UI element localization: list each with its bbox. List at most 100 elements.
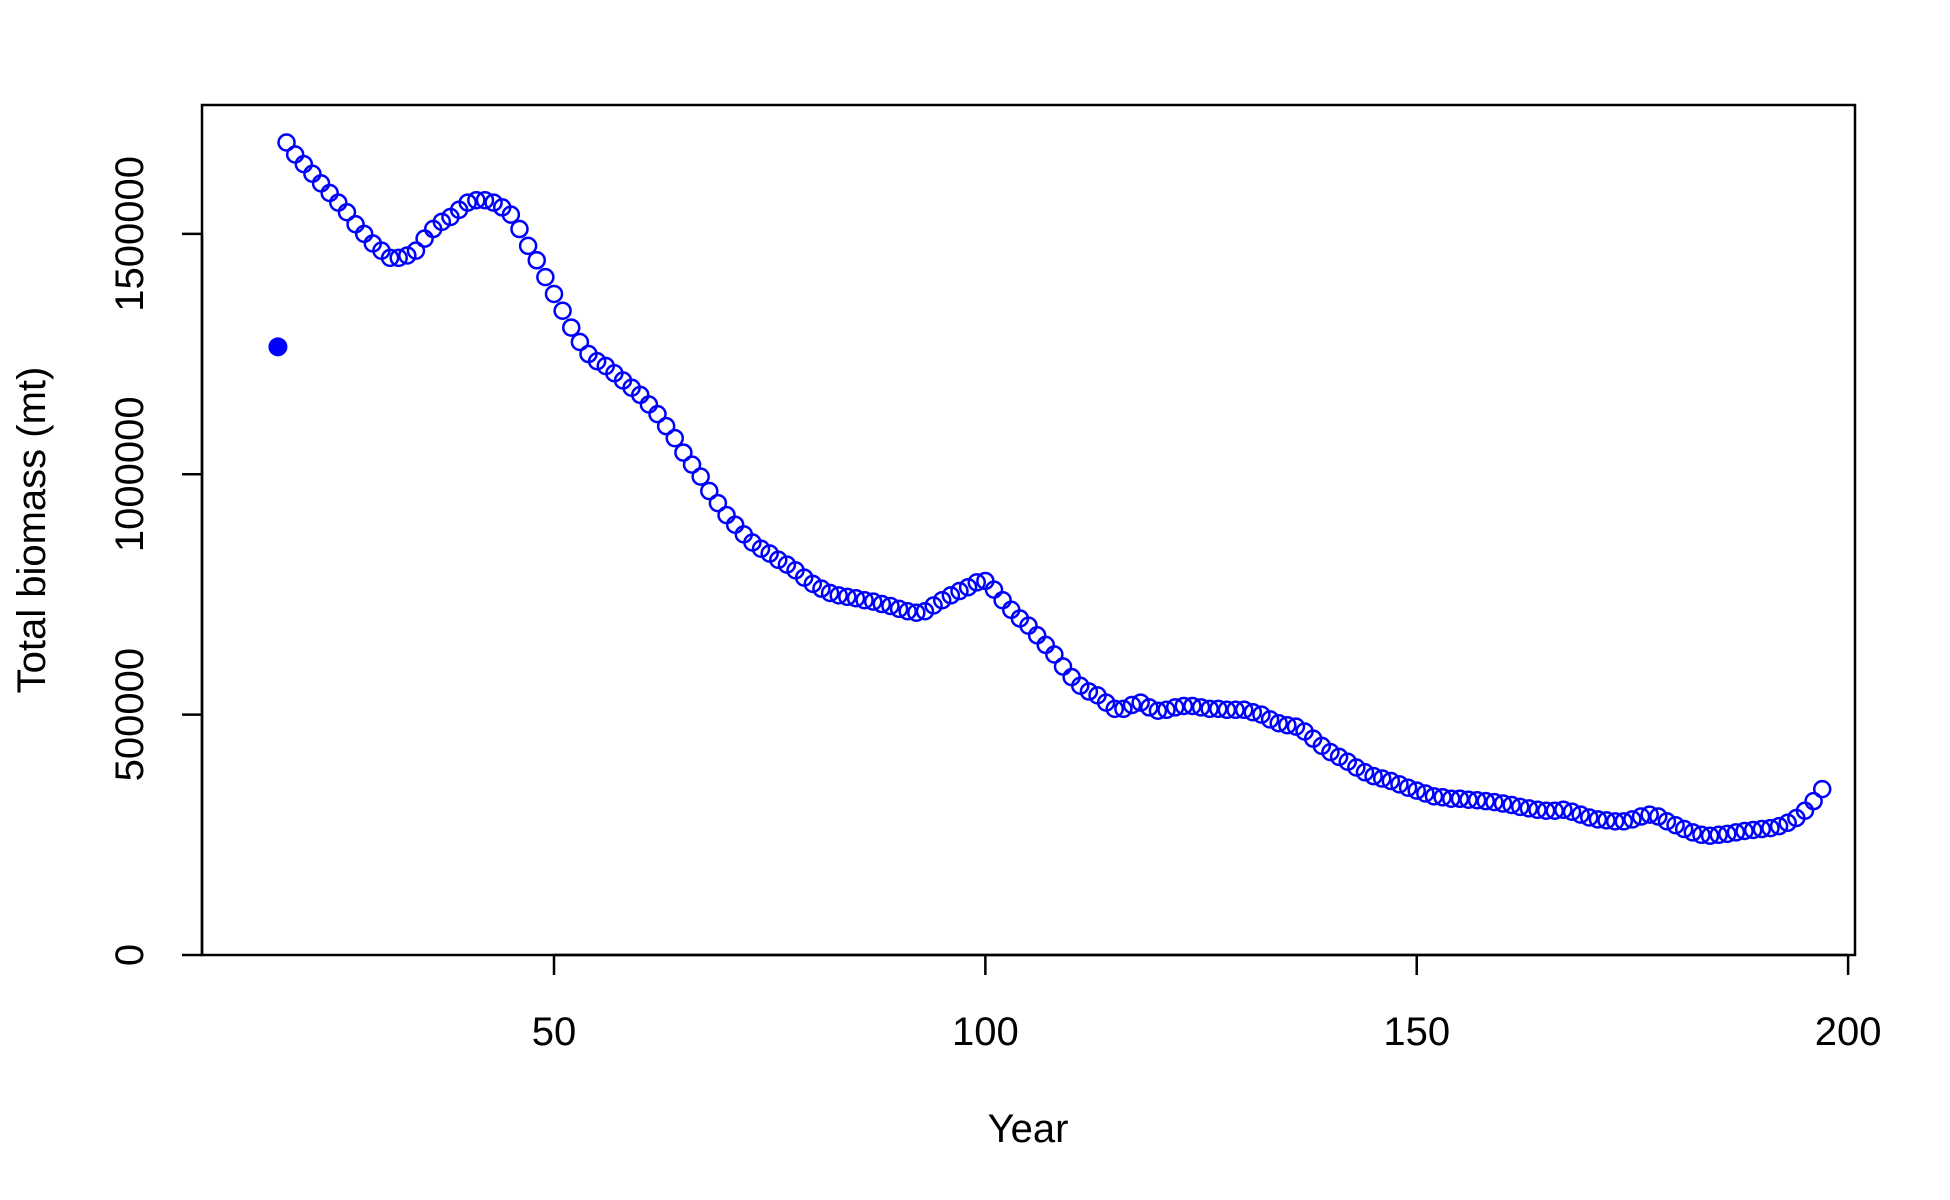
data-point: [1674, 819, 1694, 839]
data-point: [872, 594, 892, 614]
data-point: [1053, 657, 1073, 676]
data-point: [1209, 699, 1228, 719]
data-point: [329, 193, 348, 212]
data-point: [1511, 797, 1530, 817]
data-point: [1027, 626, 1047, 645]
data-point: [1450, 789, 1470, 808]
data-point: [838, 587, 857, 607]
data-point: [346, 214, 365, 234]
data-point: [303, 164, 322, 183]
data-point: [1519, 799, 1539, 818]
data-point: [467, 190, 486, 210]
data-point: [1278, 715, 1297, 735]
data-point: [1364, 766, 1383, 786]
data-point: [820, 583, 840, 603]
data-point: [1588, 810, 1608, 829]
data-point: [889, 599, 909, 619]
data-point: [1467, 790, 1487, 810]
data-point: [1752, 819, 1772, 839]
data-point: [898, 602, 917, 621]
data-point: [1683, 823, 1703, 842]
data-point: [1700, 826, 1720, 846]
data-point: [1640, 805, 1659, 824]
data-point: [1502, 795, 1521, 815]
data-point: [674, 443, 693, 462]
data-point: [553, 301, 572, 321]
data-point: [294, 154, 314, 174]
data-point: [1562, 802, 1582, 821]
data-point: [354, 224, 374, 244]
data-point: [1769, 816, 1789, 836]
data-point: [1234, 700, 1254, 720]
data-point: [1122, 695, 1142, 715]
x-tick-label: 50: [532, 1010, 577, 1054]
data-point: [510, 219, 529, 239]
y-tick-label: 0: [108, 944, 152, 966]
data-point: [993, 590, 1012, 610]
data-point: [1243, 702, 1263, 722]
data-point: [1536, 801, 1556, 821]
data-point: [1260, 710, 1280, 729]
data-point: [881, 596, 900, 616]
data-point: [1079, 682, 1099, 701]
data-point: [682, 455, 702, 474]
data-point: [648, 404, 667, 424]
y-tick-label: 1500000: [108, 156, 152, 312]
data-point: [1726, 823, 1746, 842]
data-point: [1580, 808, 1599, 827]
data-point: [1157, 700, 1176, 720]
data-point: [691, 467, 710, 486]
data-point: [1424, 787, 1444, 806]
data-point: [1381, 771, 1401, 791]
data-point: [1666, 815, 1685, 835]
data-point: [1372, 769, 1392, 788]
data-point: [717, 505, 736, 525]
data-point: [1407, 781, 1426, 800]
data-point: [1545, 801, 1565, 821]
data-point: [320, 183, 339, 203]
data-point: [855, 590, 874, 610]
data-point: [1183, 696, 1202, 716]
data-point: [1269, 714, 1288, 733]
data-point: [1812, 779, 1832, 799]
data-point: [1485, 792, 1504, 812]
data-point: [1433, 788, 1452, 807]
data-point: [527, 251, 546, 270]
data-point: [389, 248, 408, 268]
data-point: [700, 481, 719, 501]
data-point: [1597, 811, 1616, 830]
data-point: [846, 589, 866, 608]
data-point: [570, 332, 590, 352]
data-point: [1165, 698, 1185, 717]
data-point: [458, 193, 477, 212]
data-point: [1226, 700, 1245, 720]
data-point: [1657, 812, 1677, 831]
data-point: [1459, 790, 1478, 809]
data-point: [656, 416, 676, 436]
data-point-filled: [268, 337, 288, 357]
x-tick-label: 200: [1815, 1010, 1882, 1054]
data-point: [501, 205, 521, 224]
x-tick-label: 150: [1383, 1010, 1450, 1054]
x-axis: 50 100 150 200: [532, 953, 1882, 1054]
data-point: [708, 493, 728, 513]
data-point: [1441, 789, 1461, 808]
data-point: [337, 202, 357, 222]
data-point: [1217, 700, 1237, 720]
data-point: [1200, 699, 1219, 719]
data-point: [725, 515, 745, 534]
data-point: [1804, 791, 1823, 811]
data-point: [1743, 820, 1763, 840]
data-point: [1631, 807, 1651, 826]
y-tick-label: 500000: [108, 648, 152, 781]
data-point: [518, 236, 538, 256]
data-point: [380, 248, 400, 268]
data-point: [950, 581, 969, 601]
data-point: [1114, 699, 1133, 719]
x-axis-label: Year: [988, 1107, 1069, 1151]
data-point: [1390, 775, 1409, 794]
data-point: [1036, 635, 1056, 655]
data-point: [1398, 778, 1418, 797]
data-point: [1709, 825, 1728, 845]
data-point: [1614, 812, 1634, 831]
